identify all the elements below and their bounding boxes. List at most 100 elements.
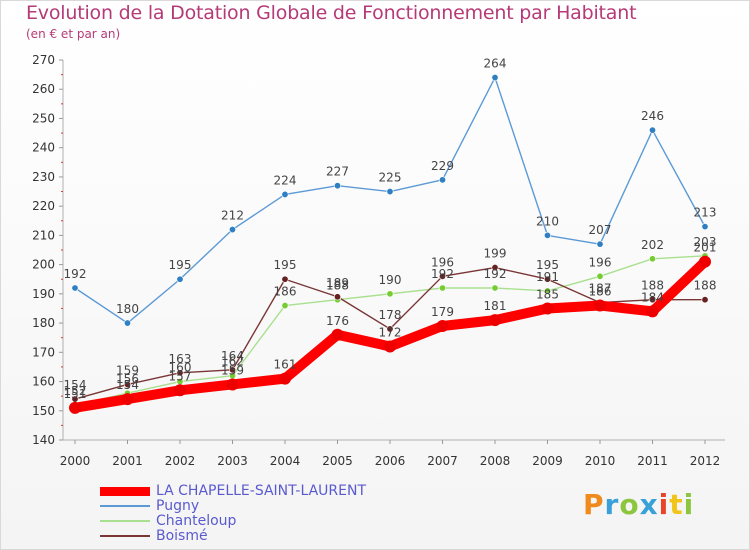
data-point xyxy=(543,287,551,295)
data-label: 156 xyxy=(116,372,139,386)
data-label: 192 xyxy=(431,267,454,281)
logo-letter: t xyxy=(669,488,684,521)
legend-swatch xyxy=(100,520,150,522)
data-point xyxy=(279,372,291,385)
data-label: 163 xyxy=(169,352,192,366)
data-label: 154 xyxy=(64,378,87,392)
chart-subtitle: (en € et par an) xyxy=(26,27,121,41)
y-tick-label: 180 xyxy=(32,316,55,330)
data-point xyxy=(386,290,394,298)
data-label: 185 xyxy=(536,287,559,301)
data-label: 227 xyxy=(326,165,349,179)
data-point xyxy=(229,226,237,234)
data-label: 159 xyxy=(116,363,139,377)
x-tick-label: 2011 xyxy=(637,454,668,468)
data-label: 191 xyxy=(536,270,559,284)
x-tick-label: 2012 xyxy=(690,454,721,468)
data-point xyxy=(333,182,341,190)
logo-letter: o xyxy=(619,488,640,521)
legend-label: Pugny xyxy=(156,498,200,514)
data-label: 196 xyxy=(589,255,612,269)
x-tick-label: 2010 xyxy=(585,454,616,468)
y-tick-label: 250 xyxy=(32,111,55,125)
data-label: 188 xyxy=(641,279,664,293)
data-point xyxy=(491,264,499,272)
data-label: 189 xyxy=(326,276,349,290)
logo-letter: i xyxy=(658,488,670,521)
data-label: 152 xyxy=(64,384,87,398)
y-tick-label: 200 xyxy=(32,258,55,272)
data-label: 188 xyxy=(326,279,349,293)
data-label: 184 xyxy=(641,290,664,304)
logo-letter: x xyxy=(639,488,659,521)
data-label: 199 xyxy=(484,247,507,261)
data-label: 195 xyxy=(274,258,297,272)
data-label: 186 xyxy=(274,285,297,299)
data-point xyxy=(229,366,237,374)
y-tick-label: 210 xyxy=(32,228,55,242)
data-point xyxy=(648,126,656,134)
data-point xyxy=(71,284,79,292)
data-point xyxy=(331,328,344,341)
data-point xyxy=(438,272,446,280)
data-label: 178 xyxy=(379,308,402,322)
data-label: 179 xyxy=(431,305,454,319)
legend-label: Chanteloup xyxy=(156,513,237,529)
data-point xyxy=(438,284,446,292)
y-tick-label: 270 xyxy=(32,53,55,67)
legend-swatch xyxy=(100,505,150,507)
y-tick-label: 260 xyxy=(32,82,55,96)
y-tick-label: 150 xyxy=(32,404,55,418)
data-label: 180 xyxy=(116,302,139,316)
data-label: 192 xyxy=(64,267,87,281)
data-point xyxy=(438,176,446,184)
x-tick-label: 2009 xyxy=(532,454,563,468)
data-point xyxy=(176,275,184,283)
line-chart: 140 150 160 170 180 190 200 210 220 230 240 250 260 2… xyxy=(32,53,725,468)
data-label: 157 xyxy=(169,369,192,383)
x-tick-label: 2004 xyxy=(270,454,301,468)
data-point xyxy=(281,302,289,310)
data-point xyxy=(489,314,501,327)
data-label: 160 xyxy=(169,361,192,375)
data-point xyxy=(121,393,134,406)
x-tick-label: 2008 xyxy=(480,454,511,468)
proxiti-logo: Proxiti xyxy=(583,488,694,521)
y-tick-label: 240 xyxy=(32,141,55,155)
data-label: 172 xyxy=(379,325,402,339)
data-label: 210 xyxy=(536,214,559,228)
data-label: 154 xyxy=(116,378,139,392)
legend-label: Boismé xyxy=(156,528,208,544)
data-label: 187 xyxy=(589,282,612,296)
x-tick-label: 2001 xyxy=(112,454,143,468)
data-point xyxy=(701,296,709,304)
data-point xyxy=(701,223,709,231)
data-label: 159 xyxy=(221,363,244,377)
legend-label: LA CHAPELLE-SAINT-LAURENT xyxy=(156,483,366,499)
data-point xyxy=(491,74,499,82)
data-label: 196 xyxy=(431,255,454,269)
data-point xyxy=(699,255,711,268)
x-tick-label: 2006 xyxy=(375,454,406,468)
data-point xyxy=(386,188,394,196)
data-point xyxy=(124,380,132,388)
data-point xyxy=(543,231,551,239)
data-point xyxy=(124,319,132,327)
legend-swatch xyxy=(100,486,150,496)
data-label: 213 xyxy=(694,206,717,220)
data-label: 195 xyxy=(536,258,559,272)
data-point xyxy=(648,296,656,304)
data-label: 202 xyxy=(641,238,664,252)
x-tick-label: 2002 xyxy=(165,454,196,468)
logo-letter: P xyxy=(583,488,605,521)
data-point xyxy=(543,275,551,283)
data-label: 225 xyxy=(379,171,402,185)
data-label: 229 xyxy=(431,159,454,173)
data-point xyxy=(648,255,656,263)
data-label: 162 xyxy=(221,355,244,369)
y-tick-label: 170 xyxy=(32,345,55,359)
data-label: 264 xyxy=(484,57,507,71)
data-point xyxy=(69,401,81,414)
data-point xyxy=(281,275,289,283)
